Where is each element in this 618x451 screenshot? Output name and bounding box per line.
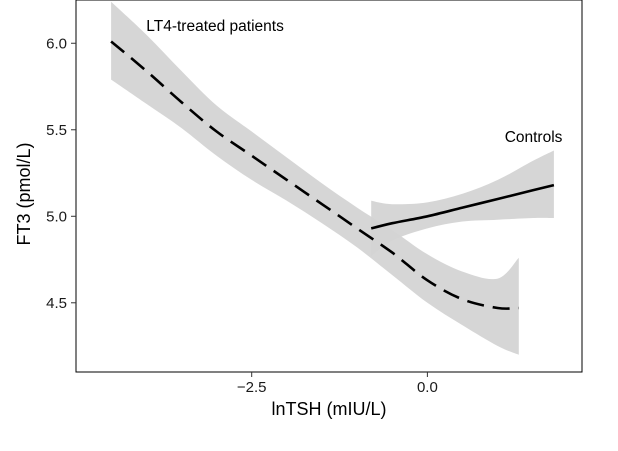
annotation-label: Controls xyxy=(505,129,563,146)
axis-ticks: −2.5 0.0 4.5 5.0 5.5 6.0 xyxy=(46,35,438,396)
series-line-lt4-treated-patients xyxy=(110,40,519,310)
series-lines xyxy=(110,40,555,310)
y-axis-title: FT3 (pmol/L) xyxy=(14,142,34,245)
x-tick-label: −2.5 xyxy=(237,379,267,396)
confidence-bands xyxy=(111,1,554,355)
panel-border xyxy=(75,0,583,373)
y-tick-label: 5.5 xyxy=(46,122,67,139)
series-line-controls xyxy=(370,183,555,230)
confidence-band-lt4-treated-patients xyxy=(111,1,519,355)
x-tick-label: 0.0 xyxy=(417,379,438,396)
x-axis-title: lnTSH (mIU/L) xyxy=(271,399,386,419)
y-tick-label: 5.0 xyxy=(46,208,67,225)
annotation-label: LT4-treated patients xyxy=(146,18,284,35)
confidence-band-controls xyxy=(371,150,554,257)
y-tick-label: 6.0 xyxy=(46,35,67,52)
annotations: LT4-treated patients Controls xyxy=(146,18,562,146)
y-tick-label: 4.5 xyxy=(46,295,67,312)
